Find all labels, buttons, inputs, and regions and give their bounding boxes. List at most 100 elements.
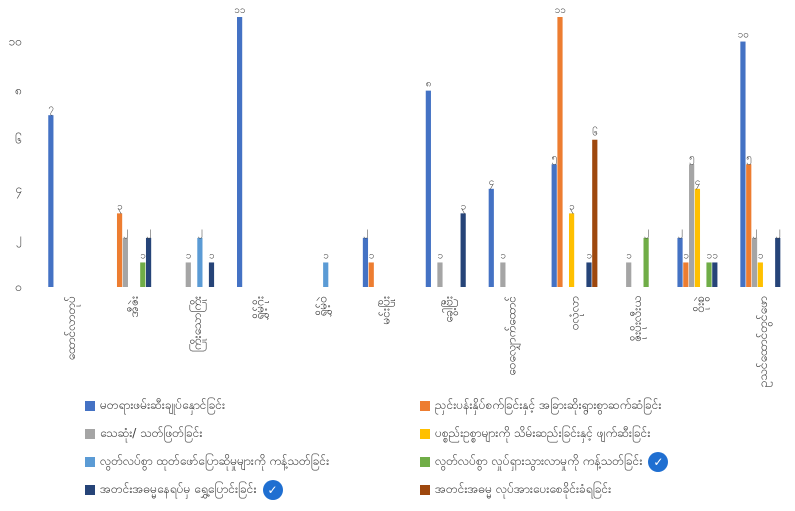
bar bbox=[48, 115, 54, 287]
bar bbox=[706, 262, 712, 287]
data-label: ၅ bbox=[746, 152, 752, 165]
data-label: ၁ bbox=[437, 250, 443, 261]
data-label: ၂ bbox=[678, 226, 683, 239]
bar bbox=[551, 164, 557, 287]
bar bbox=[746, 164, 752, 287]
data-label: ၁ bbox=[707, 250, 713, 261]
y-tick-label: ၈ bbox=[15, 84, 22, 98]
check-icon: ✓ bbox=[262, 480, 283, 500]
bar bbox=[323, 262, 329, 287]
legend-label: သေဆုံး/ သတ်ဖြတ်ခြင်း bbox=[100, 426, 203, 440]
data-label: ၂ bbox=[198, 226, 203, 239]
legend-swatch bbox=[420, 457, 430, 467]
check-icon: ✓ bbox=[648, 452, 669, 472]
bar bbox=[185, 262, 191, 287]
data-label: ၁ bbox=[500, 250, 506, 261]
legend-label: ညှင်းပန်းနှိပ်စက်ခြင်းနှင့် အခြားဆိုးရွာ… bbox=[435, 398, 662, 412]
bar bbox=[592, 139, 598, 287]
legend-item: သေဆုံး/ သတ်ဖြတ်ခြင်း bbox=[85, 424, 202, 444]
legend-item: အတင်းအဓမ္မ လုပ်အားပေးစေခိုင်းခံရခြင်း bbox=[420, 480, 611, 500]
bar bbox=[689, 164, 695, 287]
category-label: ဝေလျှောက်ထောင် bbox=[503, 296, 521, 376]
category-label: ထောင်လာတုပ် bbox=[63, 296, 81, 360]
data-label: ၈ bbox=[426, 79, 432, 90]
legend-item: လွတ်လပ်စွာ ထုတ်ဖော်ပြောဆိုမှုများကို ကန့… bbox=[85, 452, 329, 472]
legend-swatch bbox=[85, 457, 95, 467]
category-label: ရွှိမ့်ဂိုး bbox=[252, 296, 270, 321]
legend-label: လွတ်လပ်စွာ ထုတ်ဖော်ပြောဆိုမှုများကို ကန့… bbox=[100, 454, 330, 468]
bar bbox=[197, 237, 203, 287]
bar bbox=[557, 17, 563, 287]
legend-label: လွတ်လပ်စွာ လှုပ်ရှားသွားလာမှုကို ကန့်သတ်… bbox=[435, 454, 643, 468]
data-label: ၁၀ bbox=[738, 30, 749, 41]
category-label: ကြိုးသောကြိုး bbox=[188, 296, 207, 352]
legend-label: အတင်းအဓမ္မနေရပ်မှ ရွှေ့ပြောင်းခြင်း bbox=[100, 482, 257, 496]
legend-swatch bbox=[85, 485, 95, 495]
data-label: ၅ bbox=[689, 152, 695, 165]
bar bbox=[362, 237, 369, 287]
legend-label: အတင်းအဓမ္မ လုပ်အားပေးစေခိုင်းခံရခြင်း bbox=[435, 482, 612, 496]
bar bbox=[425, 90, 431, 288]
category-labels: ထောင်လာတုပ် အီဇဲး ကြိုးသောကြိုး ရွှိမ့်ဂိုး… bbox=[63, 296, 773, 387]
data-label: ၁၁ bbox=[234, 5, 245, 16]
bar bbox=[237, 17, 243, 287]
legend-item: အတင်းအဓမ္မနေရပ်မှ ရွှေ့ပြောင်းခြင်း ✓ bbox=[85, 480, 283, 500]
bar bbox=[626, 262, 632, 287]
data-label: ၃ bbox=[461, 201, 467, 214]
bar-chart: ၀၂၄၆၈၁၀ ၇၃၂၁၂၁၂၁၁၁၁၂၁၈၁၃၄၁၅၁၁၃၁၆၁၂ ၂၁၅၄၁၁… bbox=[9, 5, 781, 387]
legend-swatch bbox=[85, 401, 95, 411]
legend-item: ပစ္စည်းဥစ္စာများကို သိမ်းဆည်းခြင်းနှင့် … bbox=[420, 424, 650, 444]
data-label: ၁ bbox=[186, 250, 192, 261]
data-label: ၁ bbox=[586, 250, 592, 261]
data-label: ၃ bbox=[117, 201, 123, 214]
data-label: ၁ bbox=[626, 250, 632, 261]
category-label: ရွှိမ့်ဝဲ bbox=[315, 296, 333, 318]
bar bbox=[460, 213, 466, 287]
y-tick-label: ၀ bbox=[15, 280, 22, 294]
y-tick-label: ၂ bbox=[16, 231, 22, 248]
bar bbox=[757, 262, 763, 287]
bar bbox=[145, 237, 152, 287]
data-label: ၂ bbox=[776, 226, 781, 239]
y-tick-label: ၆ bbox=[15, 132, 22, 147]
bar bbox=[122, 237, 128, 287]
bar bbox=[500, 262, 506, 287]
data-label: ၄ bbox=[695, 177, 701, 190]
y-tick-label: ၁၀ bbox=[9, 35, 23, 49]
bar bbox=[740, 41, 746, 287]
legend-item: မတရားဖမ်းဆီးချုပ်နှောင်ခြင်း bbox=[85, 396, 225, 416]
data-label: ၂ bbox=[146, 226, 151, 239]
bar bbox=[694, 188, 701, 287]
data-label: ၁ bbox=[758, 250, 764, 261]
bar bbox=[437, 262, 443, 287]
bar bbox=[586, 262, 592, 287]
bar bbox=[368, 262, 374, 287]
legend-swatch bbox=[420, 401, 430, 411]
bar bbox=[488, 188, 494, 287]
data-label: ၃ bbox=[569, 201, 575, 214]
legend-label: မတရားဖမ်းဆီးချုပ်နှောင်ခြင်း bbox=[100, 398, 226, 412]
y-tick-label: ၄ bbox=[15, 182, 22, 199]
category-label: ဥသင်ထောင်တွင်ဖော bbox=[755, 296, 773, 387]
bar bbox=[140, 262, 146, 287]
legend: မတရားဖမ်းဆီးချုပ်နှောင်ခြင်း ညှင်းပန်းနှိ… bbox=[0, 392, 795, 511]
legend-swatch bbox=[420, 485, 430, 495]
bar bbox=[712, 262, 718, 287]
legend-swatch bbox=[85, 429, 95, 439]
y-axis: ၀ ၂ ၄ ၆ ၈ ၁၀ bbox=[9, 35, 23, 294]
category-label: ဝလုံလာ bbox=[567, 296, 584, 330]
data-label: ၂ bbox=[123, 226, 128, 239]
bar bbox=[775, 237, 781, 287]
legend-label: ပစ္စည်းဥစ္စာများကို သိမ်းဆည်းခြင်းနှင့် … bbox=[435, 426, 651, 440]
data-label: ၂ bbox=[363, 226, 368, 239]
data-label: ၁၁ bbox=[555, 5, 566, 16]
bar bbox=[677, 237, 683, 287]
data-label: ၁ bbox=[369, 250, 375, 261]
category-label: မင်းပြိုး bbox=[377, 296, 396, 324]
data-label: ၁ bbox=[209, 250, 215, 261]
data-label: ၁ bbox=[683, 250, 689, 261]
bar bbox=[208, 262, 215, 287]
data-label: ၆ bbox=[592, 126, 598, 139]
bar bbox=[751, 237, 758, 287]
data-label: ၇ bbox=[48, 103, 54, 116]
